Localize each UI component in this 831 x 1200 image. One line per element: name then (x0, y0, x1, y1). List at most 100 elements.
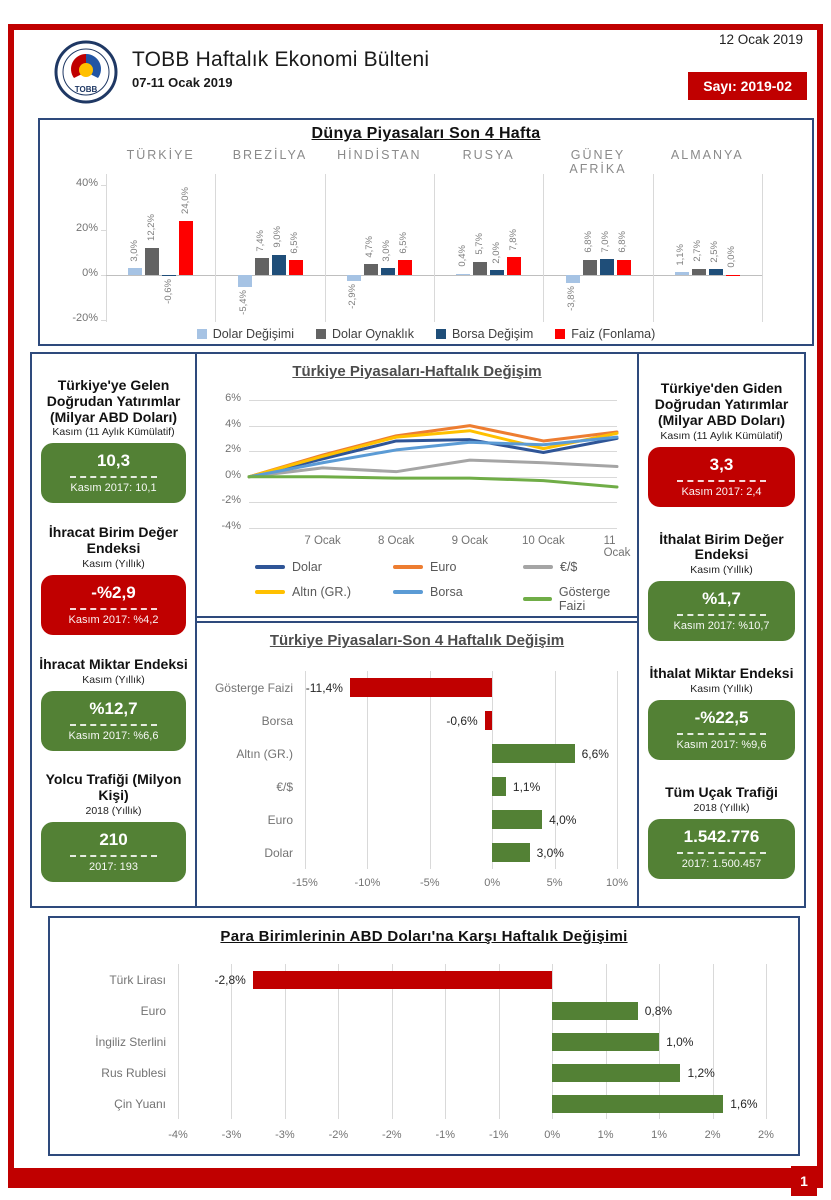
bar-value-label: -5,4% (238, 290, 249, 315)
stat-value: %12,7 (89, 698, 138, 718)
bar-value-label: -0,6% (162, 279, 174, 305)
bar (565, 274, 580, 284)
stats-column-left: Türkiye'ye Gelen Doğrudan Yatırımlar (Mi… (32, 354, 195, 906)
stat-period: 2018 (Yıllık) (693, 801, 750, 814)
category-label: Euro (140, 1003, 166, 1018)
y-tick-label: 4% (225, 417, 241, 430)
legend-item: Borsa Değişim (435, 327, 533, 341)
legend-item: Gösterge Faizi (523, 585, 637, 613)
turkey-4week-bar-chart: Türkiye Piyasaları-Son 4 Haftalık Değişi… (197, 621, 637, 906)
x-tick-label: 11 Ocak (603, 535, 631, 559)
grid-line (367, 671, 369, 869)
line-chart-canvas (247, 424, 619, 489)
currency-weekly-chart: Para Birimlerinin ABD Doları'na Karşı Ha… (48, 916, 800, 1156)
bulletin-week: 07-11 Ocak 2019 (132, 75, 233, 90)
x-tick-label: 9 Ocak (451, 535, 489, 547)
category-label: Çin Yuanı (114, 1096, 166, 1111)
world-markets-section: Dünya Piyasaları Son 4 Hafta 40% 20% 0% -20… (38, 118, 814, 346)
stat-block: Türkiye'ye Gelen Doğrudan Yatırımlar (Mi… (34, 377, 193, 504)
bar (507, 257, 522, 275)
bar (708, 269, 723, 275)
bar-value-label: 7,0% (600, 230, 611, 253)
bar-value-label: 3,0% (536, 845, 564, 860)
bulletin-title: TOBB Haftalık Ekonomi Bülteni (132, 48, 430, 71)
bar-value-label: 2,0% (490, 241, 502, 264)
page-number: 1 (791, 1166, 817, 1196)
bar-value-label: 1,6% (730, 1096, 758, 1111)
bar (552, 1032, 660, 1051)
x-tick-label: 10 Ocak (521, 535, 565, 547)
bar-value-label: 6,5% (398, 231, 410, 254)
y-tick-label: -2% (221, 494, 241, 507)
stat-period: 2018 (Yıllık) (85, 805, 142, 818)
bar (484, 711, 493, 730)
stat-period: Kasım (Yıllık) (82, 673, 145, 686)
stat-value: 3,3 (709, 454, 734, 474)
stat-value-box: -%22,5 Kasım 2017: %9,6 (648, 700, 795, 761)
bar (456, 274, 471, 275)
country-label: ALMANYA (670, 148, 744, 162)
x-tick-label: 1% (597, 1129, 614, 1141)
bar-value-label: 6,5% (289, 231, 300, 254)
category-label: Euro (267, 812, 293, 827)
bar-value-label: 4,7% (364, 235, 376, 258)
grid-line (249, 425, 617, 427)
series-line-Altın (GR.) (247, 429, 619, 479)
bar-value-label: -0,6% (446, 713, 478, 728)
x-tick-label: 0% (544, 1129, 561, 1141)
series-line-Borsa (247, 435, 619, 479)
category-label: İngiliz Sterlini (95, 1034, 166, 1049)
stat-title: İthalat Miktar Endeksi (649, 665, 794, 682)
stat-value: 210 (99, 830, 128, 850)
legend-label: Euro (430, 560, 457, 574)
group-separator-line (434, 174, 435, 322)
legend-item: Borsa (393, 585, 463, 599)
bar-value-label: 1,1% (512, 779, 541, 794)
legend-label: Borsa (430, 585, 463, 599)
bar-value-label: 0,8% (644, 1003, 673, 1018)
bar (162, 274, 177, 277)
legend-swatch (196, 329, 207, 339)
series-line-Gösterge Faizi (247, 475, 619, 489)
legend-item: Dolar (255, 560, 322, 574)
x-tick-label: -2% (328, 1129, 349, 1141)
stat-dash-divider (677, 614, 766, 617)
bar (363, 264, 378, 275)
issue-badge: Sayı: 2019-02 (688, 72, 807, 100)
bar (552, 1001, 638, 1020)
bar (397, 260, 412, 275)
group-separator-line (215, 174, 217, 322)
y-tick-label: 0% (82, 266, 98, 279)
grid-line (554, 671, 556, 869)
x-tick-label: 5% (546, 877, 563, 889)
bar-value-label: 5,7% (473, 233, 485, 256)
y-tick-label: -4% (221, 520, 241, 532)
bar-value-label: -2,8% (214, 972, 246, 987)
stat-period: Kasım (Yıllık) (82, 557, 145, 570)
bar (473, 262, 488, 275)
grid-line (231, 964, 233, 1119)
bar (237, 274, 252, 287)
bar (552, 1094, 724, 1113)
world-chart-title: Dünya Piyasaları Son 4 Hafta (311, 125, 541, 142)
x-tick-label: 7 Ocak (304, 535, 341, 547)
bar-value-label: 1,2% (687, 1065, 715, 1080)
bar (145, 247, 160, 275)
bar-value-label: 9,0% (272, 226, 283, 248)
legend-item: Faiz (Fonlama) (555, 327, 655, 341)
y-tick-label: 2% (225, 443, 241, 456)
stat-block: İthalat Birim Değer Endeksi Kasım (Yıllık… (641, 531, 802, 642)
stat-block: İthalat Miktar Endeksi Kasım (Yıllık) -%22… (641, 665, 802, 761)
grid-line (445, 964, 447, 1119)
stat-previous-value: Kasım 2017: 10,1 (70, 482, 157, 495)
bar-value-label: 2,5% (709, 240, 721, 263)
legend-swatch (255, 565, 285, 569)
legend-swatch (523, 565, 553, 569)
stat-period: Kasım (11 Aylık Kümülatif) (660, 429, 783, 442)
y-tick-label: -20% (72, 311, 98, 324)
bar (725, 274, 740, 276)
grid-line (712, 964, 714, 1119)
bar-value-label: 6,8% (583, 231, 594, 253)
country-label: RUSYA (462, 148, 515, 162)
legend-label: Dolar (292, 560, 322, 574)
